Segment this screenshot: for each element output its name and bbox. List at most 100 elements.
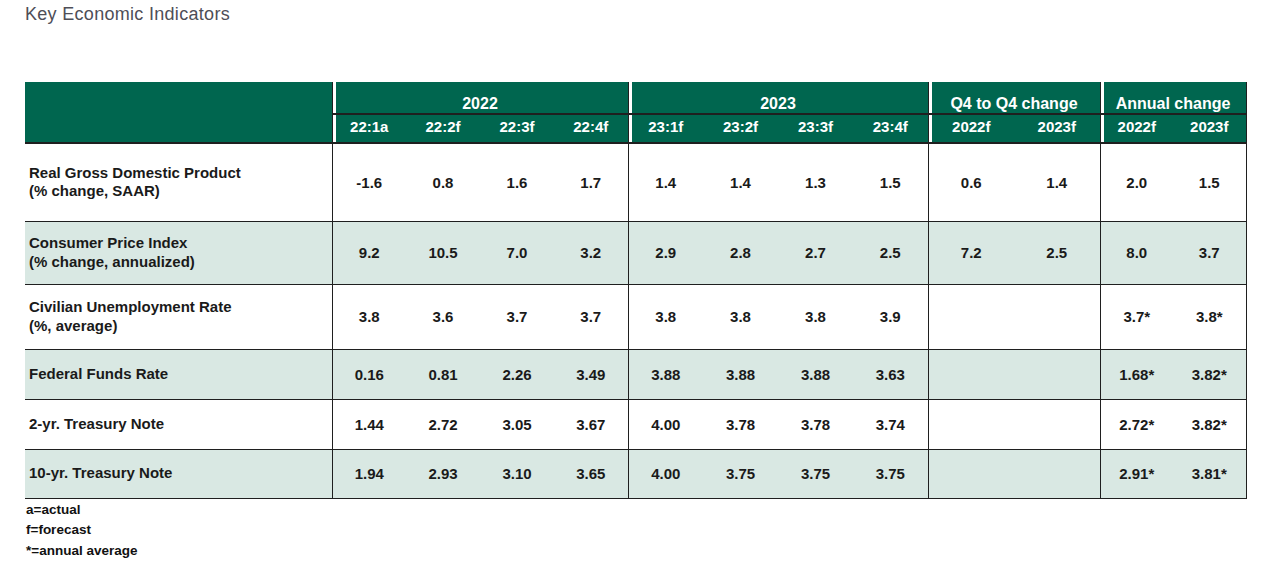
value-cell	[928, 399, 1014, 449]
subheader-cell: 22:4f	[554, 114, 628, 143]
value-cell: 4.00	[628, 399, 703, 449]
row-sublabel: (% change, annualized)	[29, 253, 332, 272]
value-cell: 2.0	[1100, 143, 1173, 221]
subheader-cell: 2023f	[1014, 114, 1100, 143]
value-cell: 3.78	[778, 399, 853, 449]
value-cell	[1014, 449, 1100, 498]
value-cell: 3.8	[703, 284, 778, 349]
value-cell: 3.6	[406, 284, 480, 349]
value-cell: 3.7	[480, 284, 554, 349]
footnotes: a=actual f=forecast *=annual average	[26, 500, 137, 561]
value-cell: 2.91*	[1100, 449, 1173, 498]
value-cell: 3.88	[628, 349, 703, 399]
row-label-cell: Real Gross Domestic Product(% change, SA…	[25, 143, 332, 221]
value-cell: 10.5	[406, 221, 480, 284]
table-row: 10-yr. Treasury Note1.942.933.103.654.00…	[25, 449, 1246, 498]
value-cell: 2.5	[1014, 221, 1100, 284]
value-cell: 3.7	[1173, 221, 1246, 284]
header-group-2022: 2022	[332, 82, 628, 114]
table-header: 2022 2023 Q4 to Q4 change Annual change …	[25, 82, 1246, 143]
value-cell: 3.75	[703, 449, 778, 498]
subheader-cell: 2022f	[1100, 114, 1173, 143]
value-cell: 9.2	[332, 221, 406, 284]
value-cell: 1.4	[703, 143, 778, 221]
value-cell: 3.82*	[1173, 349, 1246, 399]
value-cell	[928, 284, 1014, 349]
subheader-cell: 23:3f	[778, 114, 853, 143]
value-cell: 1.7	[554, 143, 628, 221]
value-cell: 1.44	[332, 399, 406, 449]
value-cell: 2.93	[406, 449, 480, 498]
value-cell: 2.9	[628, 221, 703, 284]
value-cell	[928, 449, 1014, 498]
value-cell: 2.5	[853, 221, 928, 284]
value-cell: 1.94	[332, 449, 406, 498]
value-cell: 3.67	[554, 399, 628, 449]
subheader-cell: 22:2f	[406, 114, 480, 143]
value-cell: 3.65	[554, 449, 628, 498]
value-cell: 3.10	[480, 449, 554, 498]
value-cell	[1014, 399, 1100, 449]
value-cell: 2.8	[703, 221, 778, 284]
subheader-cell: 22:3f	[480, 114, 554, 143]
value-cell: 3.7*	[1100, 284, 1173, 349]
value-cell: 7.2	[928, 221, 1014, 284]
footnote-forecast: f=forecast	[26, 520, 137, 540]
value-cell: 0.16	[332, 349, 406, 399]
value-cell: 3.78	[703, 399, 778, 449]
row-sublabel: (%, average)	[29, 317, 332, 336]
row-label: Civilian Unemployment Rate	[29, 298, 332, 317]
value-cell	[1014, 284, 1100, 349]
value-cell: 1.3	[778, 143, 853, 221]
subheader-cell: 2023f	[1173, 114, 1246, 143]
page-title: Key Economic Indicators	[25, 4, 230, 25]
subheader-cell: 23:4f	[853, 114, 928, 143]
subheader-cell: 2022f	[928, 114, 1014, 143]
subheader-cell: 22:1a	[332, 114, 406, 143]
value-cell: 1.4	[628, 143, 703, 221]
value-cell: 0.81	[406, 349, 480, 399]
subheader-cell: 23:2f	[703, 114, 778, 143]
row-label: 10-yr. Treasury Note	[29, 464, 332, 483]
row-label: Federal Funds Rate	[29, 365, 332, 384]
value-cell: 2.72	[406, 399, 480, 449]
value-cell: 2.72*	[1100, 399, 1173, 449]
value-cell: 3.88	[778, 349, 853, 399]
value-cell: 1.68*	[1100, 349, 1173, 399]
value-cell: 3.75	[853, 449, 928, 498]
value-cell: 3.8*	[1173, 284, 1246, 349]
row-label-cell: Consumer Price Index(% change, annualize…	[25, 221, 332, 284]
row-label-cell: Federal Funds Rate	[25, 349, 332, 399]
row-label: Real Gross Domestic Product	[29, 164, 332, 183]
row-label-cell: Civilian Unemployment Rate(%, average)	[25, 284, 332, 349]
table-row: Civilian Unemployment Rate(%, average) 3.…	[25, 284, 1246, 349]
value-cell: 1.5	[1173, 143, 1246, 221]
header-label-spacer	[25, 82, 332, 143]
table-body: Real Gross Domestic Product(% change, SA…	[25, 143, 1246, 498]
value-cell: 3.81*	[1173, 449, 1246, 498]
value-cell: 3.74	[853, 399, 928, 449]
value-cell: 4.00	[628, 449, 703, 498]
header-group-annual-change: Annual change	[1100, 82, 1246, 114]
value-cell: 0.8	[406, 143, 480, 221]
value-cell: 2.26	[480, 349, 554, 399]
row-sublabel: (% change, SAAR)	[29, 182, 332, 201]
header-group-row: 2022 2023 Q4 to Q4 change Annual change	[25, 82, 1246, 114]
value-cell: 3.49	[554, 349, 628, 399]
table-row: Real Gross Domestic Product(% change, SA…	[25, 143, 1246, 221]
row-label: Consumer Price Index	[29, 234, 332, 253]
row-label: 2-yr. Treasury Note	[29, 415, 332, 434]
value-cell: 1.4	[1014, 143, 1100, 221]
value-cell: 8.0	[1100, 221, 1173, 284]
value-cell	[1014, 349, 1100, 399]
table-row: Consumer Price Index(% change, annualize…	[25, 221, 1246, 284]
value-cell: 3.63	[853, 349, 928, 399]
value-cell: 3.82*	[1173, 399, 1246, 449]
value-cell: -1.6	[332, 143, 406, 221]
key-economic-indicators-table: 2022 2023 Q4 to Q4 change Annual change …	[25, 82, 1247, 499]
value-cell: 1.6	[480, 143, 554, 221]
value-cell: 2.7	[778, 221, 853, 284]
value-cell: 3.88	[703, 349, 778, 399]
value-cell: 1.5	[853, 143, 928, 221]
footnote-annual-average: *=annual average	[26, 541, 137, 561]
